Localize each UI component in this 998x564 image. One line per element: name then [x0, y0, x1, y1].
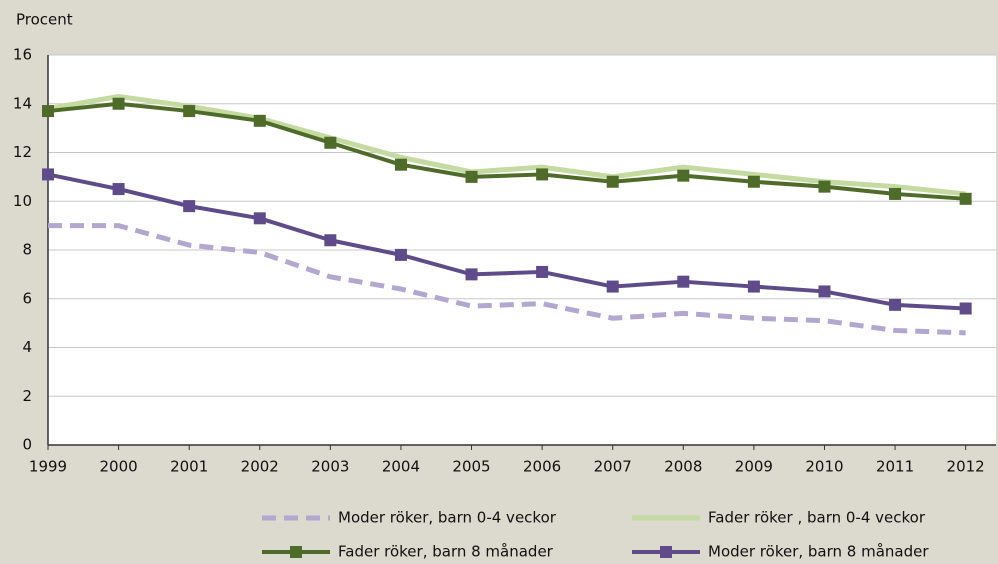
x-tick-label: 2005 [452, 458, 490, 476]
point [324, 234, 337, 247]
x-tick-label: 2004 [382, 458, 420, 476]
point [183, 200, 196, 213]
series-line [47, 101, 966, 201]
point [465, 170, 478, 183]
x-tick-label: 2000 [99, 458, 137, 476]
point [818, 180, 831, 193]
point [42, 168, 54, 181]
point [183, 105, 196, 118]
x-tick-label: 2002 [241, 458, 279, 476]
x-tick-label: 2007 [594, 458, 632, 476]
x-tick-label: 2011 [876, 458, 914, 476]
y-tick-label: 6 [22, 289, 32, 307]
y-axis-label: Procent [16, 11, 73, 29]
point [747, 280, 760, 293]
legend-label: Fader röker, barn 8 månader [338, 543, 554, 561]
y-tick-label: 2 [22, 387, 32, 405]
legend-label: Moder röker, barn 8 månader [708, 543, 929, 561]
legend-label: Moder röker, barn 0-4 veckor [338, 509, 557, 527]
y-tick-label: 8 [22, 241, 32, 259]
y-tick-label: 10 [13, 192, 32, 210]
series-line [47, 93, 966, 197]
y-tick-label: 16 [13, 46, 32, 64]
x-tick-label: 2009 [735, 458, 773, 476]
point [394, 248, 407, 261]
legend-marker [660, 546, 672, 558]
point [959, 302, 972, 315]
point [818, 285, 831, 298]
point [889, 298, 902, 311]
point [253, 212, 266, 225]
point [959, 192, 972, 205]
point [253, 114, 266, 127]
y-tick-label: 12 [13, 143, 32, 161]
legend-label: Fader röker , barn 0-4 veckor [708, 509, 926, 527]
x-tick-label: 2006 [523, 458, 561, 476]
x-tick-label: 1999 [29, 458, 67, 476]
point [536, 168, 549, 181]
y-tick-label: 14 [13, 94, 32, 112]
series-line [48, 223, 966, 336]
point [42, 105, 54, 118]
series-line [47, 172, 966, 311]
x-tick-label: 2010 [805, 458, 843, 476]
point [606, 280, 619, 293]
x-tick-label: 2008 [664, 458, 702, 476]
x-tick-label: 2012 [947, 458, 985, 476]
point [112, 97, 125, 110]
point [889, 187, 902, 200]
point [747, 175, 760, 188]
point [606, 175, 619, 188]
point [465, 268, 478, 281]
y-tick-label: 0 [22, 436, 32, 454]
point [394, 158, 407, 171]
legend-marker [290, 546, 302, 558]
point [324, 136, 337, 149]
x-tick-label: 2001 [170, 458, 208, 476]
x-tick-label: 2003 [311, 458, 349, 476]
point [112, 183, 125, 196]
point [536, 265, 549, 278]
point [677, 275, 690, 288]
point [677, 169, 690, 182]
y-tick-label: 4 [22, 338, 32, 356]
